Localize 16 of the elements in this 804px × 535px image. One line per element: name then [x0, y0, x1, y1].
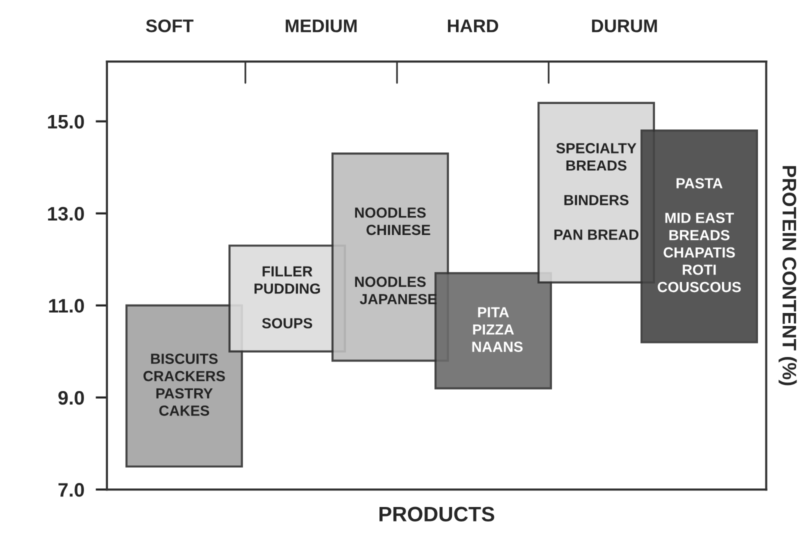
y-axis-title: PROTEIN CONTENT (%) — [778, 166, 797, 386]
x-tick-label: BISCUITS CRACKERS PASTRY CAKES — [143, 354, 225, 416]
category-label: FILLER PUDDING SOUPS — [254, 266, 320, 328]
text: MEDIUM — [286, 20, 357, 32]
text: SOFT — [146, 19, 194, 32]
y-tick-label: 7.0 — [58, 482, 84, 497]
category-label: SPECIALTY BREADS BINDERS PAN BREAD — [554, 143, 638, 240]
y-tick-label: 9.0 — [58, 390, 84, 405]
y-tick-label: 11.0 — [49, 298, 84, 313]
y-tick-label: 13.0 — [48, 206, 84, 221]
x-tick-label: PITA PIZZA NAANS — [472, 307, 523, 352]
text: DURUM — [592, 20, 657, 32]
x-axis-title: PRODUCTS — [380, 506, 494, 522]
category-label: PASTA MID EAST BREADS CHAPATIS ROTI COUSCOUS — [658, 178, 741, 292]
text: HARD — [448, 20, 498, 32]
y-tick-label: 15.0 — [48, 114, 84, 129]
